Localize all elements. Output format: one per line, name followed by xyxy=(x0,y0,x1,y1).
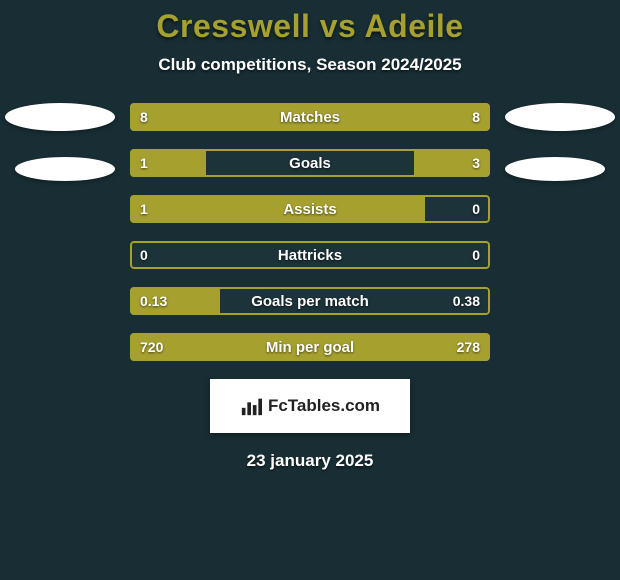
subtitle: Club competitions, Season 2024/2025 xyxy=(0,55,620,75)
date-label: 23 january 2025 xyxy=(0,451,620,471)
player-left-badge-2 xyxy=(15,157,115,181)
stats-block: 88Matches 13Goals 10Assists 00Hattricks 0.13… xyxy=(0,103,620,361)
stat-rows: 88Matches 13Goals 10Assists 00Hattricks 0.13… xyxy=(130,103,490,361)
row-label: Assists xyxy=(130,195,490,223)
stat-row: 88Matches xyxy=(130,103,490,131)
title-right: Adeile xyxy=(365,8,464,44)
stat-row: 0.130.38Goals per match xyxy=(130,287,490,315)
page-title: Cresswell vs Adeile xyxy=(0,8,620,45)
logo-box: FcTables.com xyxy=(210,379,410,433)
stat-row: 720278Min per goal xyxy=(130,333,490,361)
bar-chart-icon xyxy=(240,395,262,417)
title-sep: vs xyxy=(310,8,364,44)
row-label: Matches xyxy=(130,103,490,131)
comparison-card: Cresswell vs Adeile Club competitions, S… xyxy=(0,0,620,580)
player-right-badge-2 xyxy=(505,157,605,181)
stat-row: 00Hattricks xyxy=(130,241,490,269)
title-left: Cresswell xyxy=(156,8,310,44)
stat-row: 13Goals xyxy=(130,149,490,177)
row-label: Goals xyxy=(130,149,490,177)
row-label: Hattricks xyxy=(130,241,490,269)
logo-text: FcTables.com xyxy=(268,396,380,416)
stat-row: 10Assists xyxy=(130,195,490,223)
player-right-badge-1 xyxy=(505,103,615,131)
row-label: Min per goal xyxy=(130,333,490,361)
player-left-badge-1 xyxy=(5,103,115,131)
row-label: Goals per match xyxy=(130,287,490,315)
